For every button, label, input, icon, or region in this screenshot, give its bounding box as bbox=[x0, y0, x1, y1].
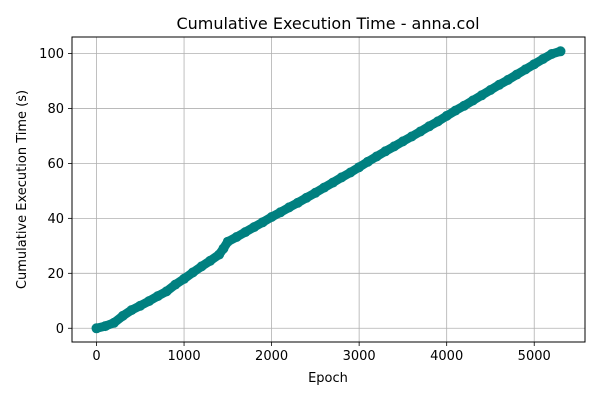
data-point bbox=[520, 64, 531, 75]
data-point bbox=[555, 46, 566, 57]
data-point bbox=[450, 105, 461, 116]
data-point bbox=[546, 49, 557, 59]
plot-frame bbox=[71, 36, 586, 343]
chart-title: Cumulative Execution Time - anna.col bbox=[176, 14, 479, 33]
grid bbox=[72, 37, 585, 342]
x-tick-label: 0 bbox=[92, 349, 100, 364]
data-point bbox=[538, 54, 548, 64]
data-point bbox=[292, 197, 303, 208]
data-point bbox=[406, 131, 417, 142]
x-tick-label: 2000 bbox=[255, 349, 288, 364]
data-point bbox=[467, 95, 478, 106]
data-point bbox=[503, 74, 513, 85]
data-point bbox=[275, 207, 286, 218]
data-point bbox=[249, 222, 260, 233]
data-point bbox=[432, 116, 443, 127]
data-point bbox=[441, 110, 452, 121]
data-point bbox=[91, 323, 102, 334]
data-point bbox=[485, 85, 496, 95]
data-point bbox=[205, 255, 216, 266]
y-tick-label: 40 bbox=[47, 212, 64, 227]
data-series bbox=[91, 46, 566, 334]
data-point bbox=[135, 300, 146, 311]
data-point bbox=[117, 310, 128, 321]
x-tick-label: 5000 bbox=[518, 349, 551, 364]
data-point bbox=[109, 317, 119, 328]
data-point bbox=[362, 156, 373, 167]
data-point bbox=[345, 167, 356, 178]
data-point bbox=[327, 177, 338, 188]
x-tick-label: 4000 bbox=[430, 349, 463, 364]
data-point bbox=[266, 212, 277, 222]
ticks: 0 1000 2000 3000 4000 5000 0 20 40 60 80 100 bbox=[39, 47, 551, 364]
y-axis-label: Cumulative Execution Time (s) bbox=[15, 90, 30, 289]
data-point bbox=[301, 192, 312, 203]
x-tick-label: 3000 bbox=[343, 349, 376, 364]
data-point bbox=[170, 279, 181, 290]
data-point bbox=[494, 79, 505, 90]
data-point bbox=[284, 202, 295, 213]
data-point bbox=[310, 187, 321, 198]
data-point bbox=[179, 273, 190, 284]
data-point bbox=[152, 291, 163, 302]
data-point bbox=[424, 121, 435, 132]
data-point bbox=[144, 296, 154, 307]
y-tick-label: 100 bbox=[39, 47, 64, 62]
data-point bbox=[415, 126, 426, 137]
data-point bbox=[459, 100, 470, 111]
data-point bbox=[389, 141, 400, 152]
y-tick-label: 20 bbox=[47, 267, 64, 282]
data-point bbox=[100, 321, 111, 332]
data-point bbox=[397, 136, 408, 147]
data-point bbox=[476, 90, 487, 101]
data-point bbox=[187, 267, 198, 278]
data-point bbox=[319, 182, 330, 193]
data-point bbox=[196, 261, 207, 272]
data-point bbox=[240, 227, 251, 238]
data-point bbox=[371, 151, 382, 162]
y-tick-label: 60 bbox=[47, 157, 64, 172]
y-tick-label: 0 bbox=[56, 322, 64, 337]
data-point bbox=[222, 236, 233, 247]
data-point bbox=[126, 305, 137, 316]
y-tick-label: 80 bbox=[47, 102, 64, 117]
data-point bbox=[257, 217, 268, 228]
x-tick-label: 1000 bbox=[168, 349, 201, 364]
data-point bbox=[231, 232, 242, 242]
x-axis-label: Epoch bbox=[308, 371, 348, 386]
data-point bbox=[336, 172, 347, 183]
data-point bbox=[161, 286, 172, 297]
data-point bbox=[380, 146, 391, 157]
data-point bbox=[529, 59, 540, 70]
data-point bbox=[511, 69, 522, 80]
data-point bbox=[354, 162, 365, 173]
